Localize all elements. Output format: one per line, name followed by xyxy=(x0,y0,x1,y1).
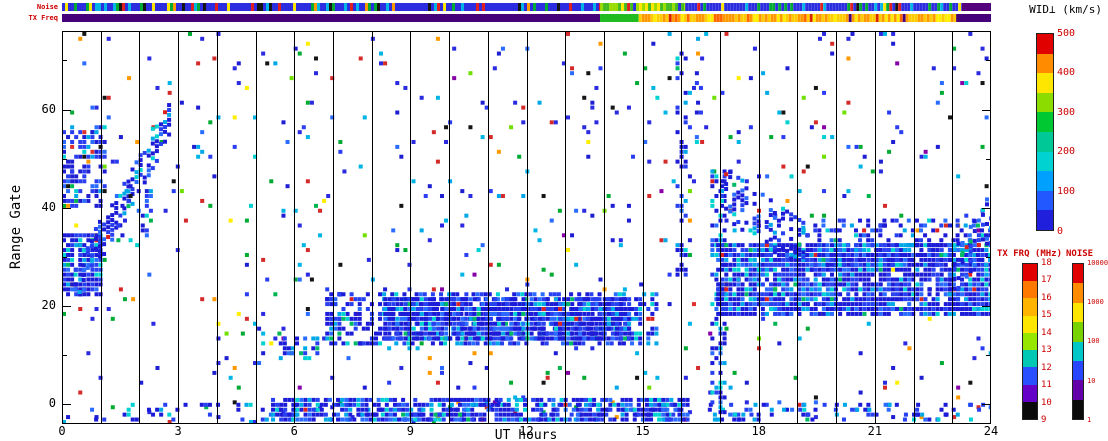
wid-colorbar-tick: 400 xyxy=(1057,67,1076,79)
txfrq-colorbar-tick: 16 xyxy=(1041,292,1052,303)
x-axis-label: UT hours xyxy=(494,428,558,441)
txfrq-colorbar-tick: 13 xyxy=(1041,345,1052,356)
noise-colorbar-segment xyxy=(1073,399,1083,419)
x-tick-label: 3 xyxy=(174,424,182,438)
noise-colorbar-tick: 10000 xyxy=(1087,258,1108,267)
wid-colorbar-tick: 500 xyxy=(1057,27,1076,39)
txfrq-colorbar-tick: 14 xyxy=(1041,327,1052,338)
noise-colorbar-tick: 10 xyxy=(1087,376,1096,385)
noise-colorbar-segment xyxy=(1073,264,1083,284)
txfrq-colorbar-segment xyxy=(1023,332,1037,351)
main-plot-canvas xyxy=(62,31,991,424)
txfrq-colorbar-segment xyxy=(1023,315,1037,333)
noise-colorbar-title: NOISE xyxy=(1066,249,1094,259)
wid-colorbar-segment xyxy=(1037,112,1053,132)
txfrq-colorbar-title: TX FRQ (MHz) xyxy=(997,249,1063,259)
txfrq-colorbar-tick: 10 xyxy=(1041,397,1052,408)
txfrq-colorbar xyxy=(1022,263,1038,420)
noise-colorbar-tick: 100 xyxy=(1087,337,1100,346)
wid-colorbar-tick: 100 xyxy=(1057,185,1076,197)
x-tick-label: 0 xyxy=(58,424,66,438)
wid-colorbar-segment xyxy=(1037,92,1053,113)
noise-strip-canvas xyxy=(62,3,991,11)
noise-colorbar-segment xyxy=(1073,341,1083,361)
wid-colorbar-tick: 0 xyxy=(1057,225,1064,237)
x-tick-label: 24 xyxy=(983,424,999,438)
x-tick-label: 15 xyxy=(635,424,650,438)
txfrq-colorbar-tick: 9 xyxy=(1041,414,1047,425)
txfrq-colorbar-segment xyxy=(1023,281,1037,299)
noise-colorbar-segment xyxy=(1073,360,1083,381)
txfrq-colorbar-segment xyxy=(1023,384,1037,402)
txfrq-colorbar-segment xyxy=(1023,401,1037,419)
noise-colorbar-segment xyxy=(1073,322,1083,342)
wid-colorbar-tick: 300 xyxy=(1057,106,1076,118)
txfreq-strip-label: TX Freq xyxy=(28,14,58,22)
noise-colorbar-tick: 1 xyxy=(1087,415,1092,424)
x-tick-label: 6 xyxy=(290,424,298,438)
wid-colorbar-segment xyxy=(1037,34,1053,54)
y-tick-label: 20 xyxy=(41,298,56,313)
txfrq-colorbar-segment xyxy=(1023,298,1037,316)
txfrq-colorbar-tick: 18 xyxy=(1041,257,1052,268)
txfrq-colorbar-segment xyxy=(1023,264,1037,282)
txfrq-colorbar-segment xyxy=(1023,350,1037,368)
noise-strip-label: Noise xyxy=(36,3,58,11)
x-tick-label: 18 xyxy=(751,424,766,438)
wid-colorbar-segment xyxy=(1037,53,1053,74)
noise-colorbar-segment xyxy=(1073,302,1083,323)
wid-colorbar-segment xyxy=(1037,131,1053,152)
txfrq-colorbar-tick: 15 xyxy=(1041,310,1052,321)
txfrq-colorbar-segment xyxy=(1023,367,1037,385)
wid-colorbar-segment xyxy=(1037,171,1053,191)
noise-colorbar-segment xyxy=(1073,283,1083,303)
noise-colorbar-tick: 1000 xyxy=(1087,298,1104,307)
wid-colorbar xyxy=(1036,33,1054,231)
wid-colorbar-title: WID⊥ (km/s) xyxy=(1029,3,1102,16)
txfrq-colorbar-tick: 11 xyxy=(1041,380,1052,391)
txfreq-strip-canvas xyxy=(62,14,991,22)
wid-colorbar-segment xyxy=(1037,73,1053,93)
wid-colorbar-segment xyxy=(1037,151,1053,172)
y-tick-label: 60 xyxy=(41,101,56,116)
noise-colorbar xyxy=(1072,263,1084,420)
wid-colorbar-segment xyxy=(1037,210,1053,230)
x-tick-label: 12 xyxy=(519,424,534,438)
y-axis-label: Range Gate xyxy=(8,184,24,270)
txfrq-colorbar-tick: 17 xyxy=(1041,275,1052,286)
wid-colorbar-segment xyxy=(1037,190,1053,211)
noise-colorbar-segment xyxy=(1073,380,1083,400)
wid-colorbar-tick: 200 xyxy=(1057,146,1076,158)
y-tick-label: 40 xyxy=(41,199,56,214)
x-tick-label: 9 xyxy=(406,424,414,438)
txfrq-colorbar-tick: 12 xyxy=(1041,362,1052,373)
y-tick-label: 0 xyxy=(48,396,56,411)
x-tick-label: 21 xyxy=(867,424,883,438)
